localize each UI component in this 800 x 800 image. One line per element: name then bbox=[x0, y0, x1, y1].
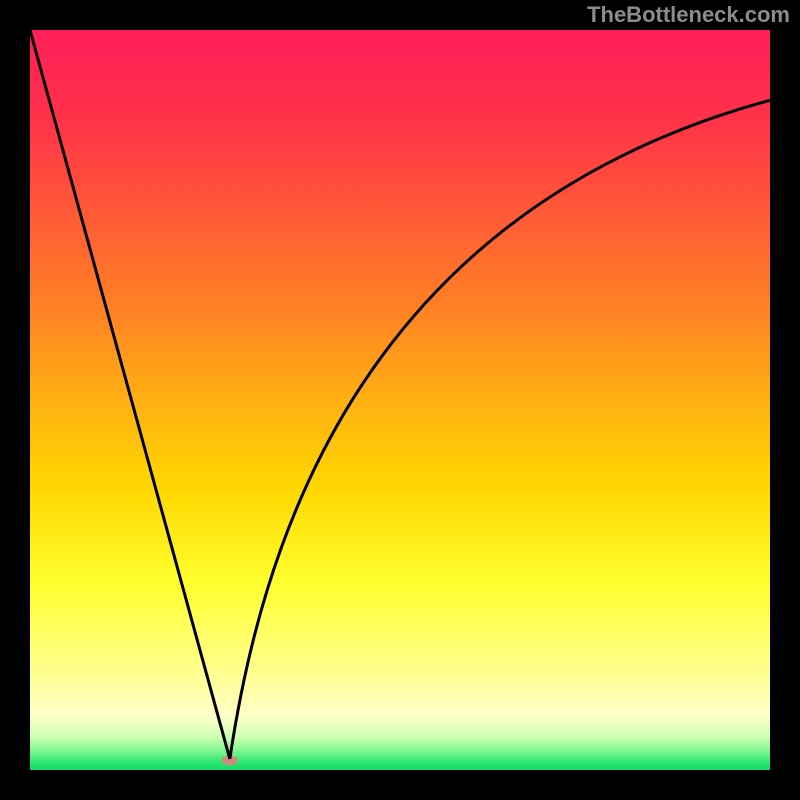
plot-area bbox=[30, 30, 770, 770]
gradient-background bbox=[30, 30, 770, 770]
watermark-text: TheBottleneck.com bbox=[587, 2, 790, 28]
plot-svg bbox=[30, 30, 770, 770]
chart-frame: TheBottleneck.com bbox=[0, 0, 800, 800]
